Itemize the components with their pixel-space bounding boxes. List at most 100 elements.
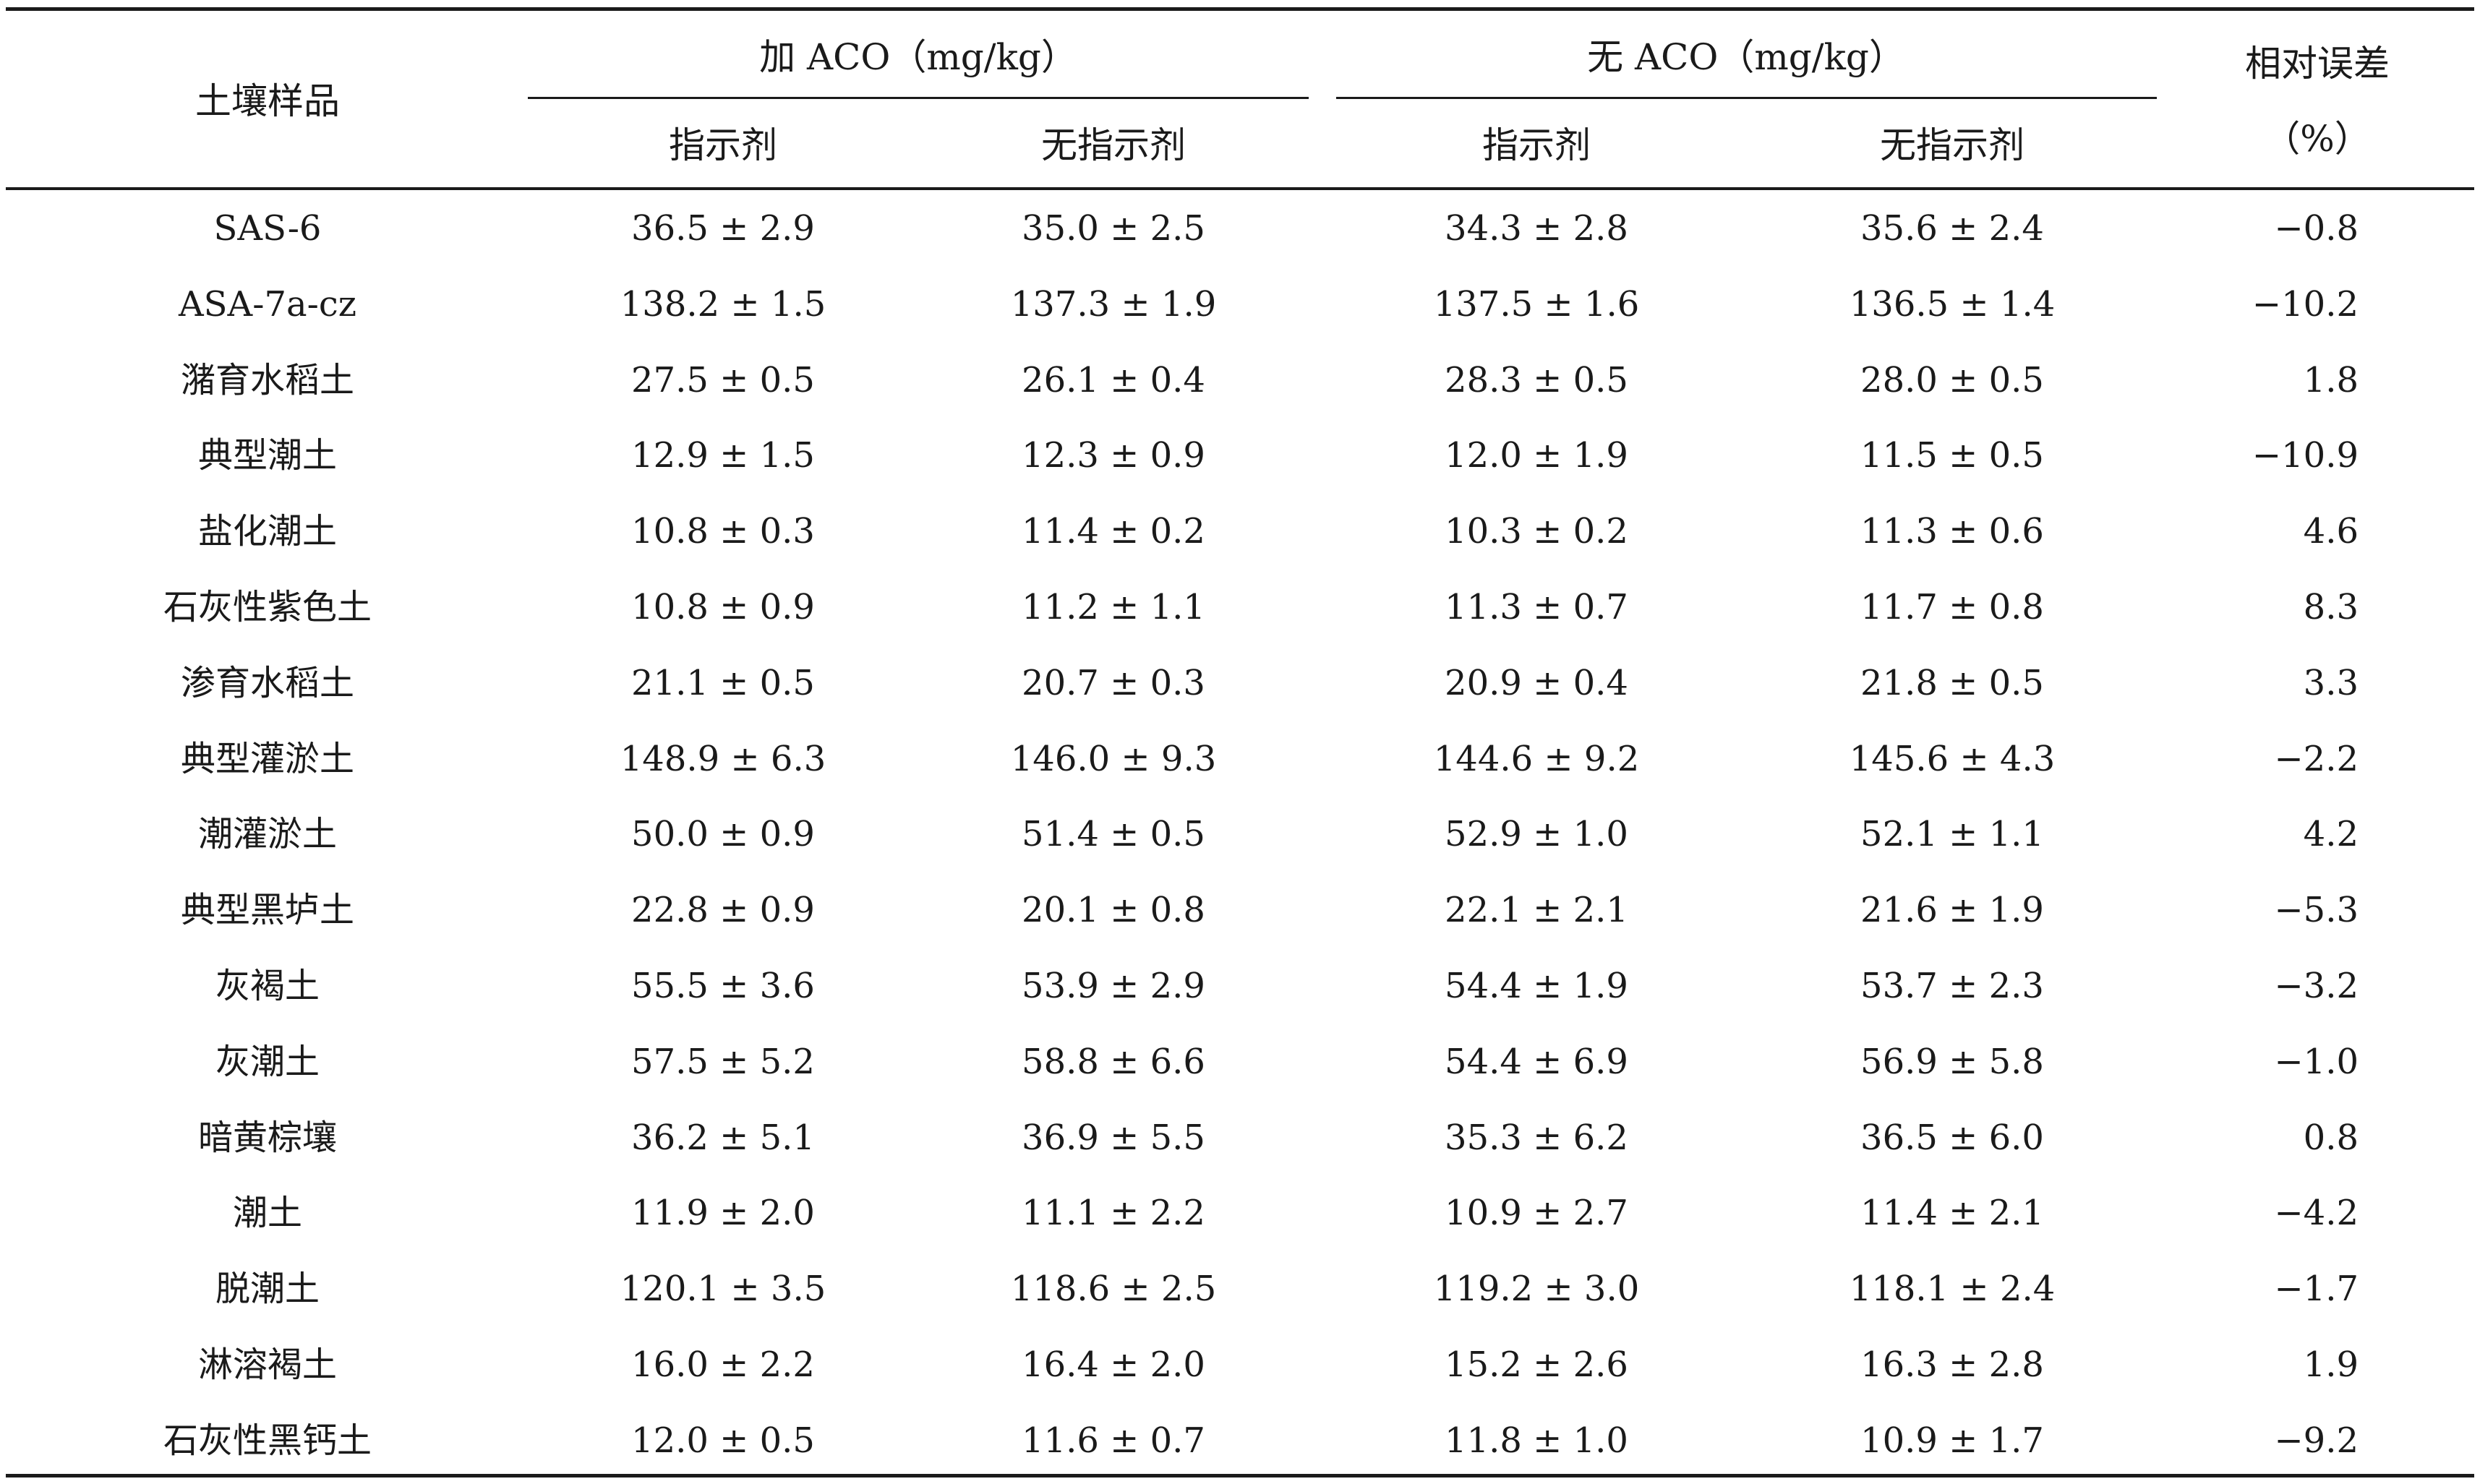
cell-without-aco-no-indicator: 145.6 ± 4.3 (1849, 739, 2056, 779)
cell-with-aco-no-indicator: 11.1 ± 2.2 (1022, 1193, 1205, 1233)
cell-with-aco-indicator: 27.5 ± 0.5 (631, 360, 815, 400)
cell-sample-name: 渗育水稻土 (180, 663, 355, 703)
cell-without-aco-indicator: 54.4 ± 6.9 (1445, 1042, 1628, 1082)
cell-with-aco-no-indicator: 53.9 ± 2.9 (1022, 966, 1205, 1006)
cell-with-aco-no-indicator: 11.4 ± 0.2 (1022, 511, 1205, 552)
cell-relative-error: 3.3 (2303, 663, 2359, 703)
header-relative-error: 相对误差 （%） (2245, 26, 2390, 176)
cell-without-aco-no-indicator: 35.6 ± 2.4 (1860, 208, 2044, 249)
cell-without-aco-no-indicator: 21.6 ± 1.9 (1860, 890, 2044, 930)
cell-without-aco-indicator: 12.0 ± 1.9 (1445, 435, 1628, 476)
cell-with-aco-indicator: 21.1 ± 0.5 (631, 663, 815, 703)
cell-with-aco-indicator: 138.2 ± 1.5 (620, 284, 826, 325)
cell-with-aco-indicator: 36.2 ± 5.1 (631, 1118, 815, 1158)
cell-without-aco-indicator: 34.3 ± 2.8 (1445, 208, 1628, 249)
cell-without-aco-no-indicator: 28.0 ± 0.5 (1860, 360, 2044, 400)
cell-sample-name: 石灰性紫色土 (163, 587, 372, 627)
cell-relative-error: 0.8 (2303, 1118, 2359, 1158)
cell-with-aco-indicator: 12.9 ± 1.5 (631, 435, 815, 476)
cell-without-aco-no-indicator: 136.5 ± 1.4 (1849, 284, 2056, 325)
cell-with-aco-indicator: 57.5 ± 5.2 (631, 1042, 815, 1082)
header-b-no-indicator: 无指示剂 (1880, 124, 2024, 166)
cell-with-aco-no-indicator: 11.2 ± 1.1 (1022, 587, 1205, 627)
cell-with-aco-indicator: 22.8 ± 0.9 (631, 890, 815, 930)
cell-sample-name: 石灰性黑钙土 (163, 1420, 372, 1461)
cell-without-aco-indicator: 11.3 ± 0.7 (1445, 587, 1628, 627)
cell-sample-name: 潮灌淤土 (197, 814, 338, 854)
cell-with-aco-no-indicator: 146.0 ± 9.3 (1010, 739, 1217, 779)
header-sample: 土壤样品 (195, 80, 340, 122)
cell-without-aco-indicator: 15.2 ± 2.6 (1445, 1344, 1628, 1385)
cell-without-aco-indicator: 144.6 ± 9.2 (1433, 739, 1640, 779)
cell-without-aco-indicator: 54.4 ± 1.9 (1445, 966, 1628, 1006)
cell-relative-error: 1.8 (2303, 360, 2359, 400)
cell-sample-name: ASA-7a-cz (179, 284, 356, 325)
cell-with-aco-indicator: 12.0 ± 0.5 (631, 1420, 815, 1461)
header-a-indicator: 指示剂 (669, 124, 777, 166)
cell-relative-error: −5.3 (2274, 890, 2359, 930)
cell-relative-error: −10.2 (2252, 284, 2359, 325)
group-rule-with-aco (528, 97, 1309, 99)
header-a-no-indicator: 无指示剂 (1041, 124, 1186, 166)
cell-relative-error: −10.9 (2252, 435, 2359, 476)
cell-with-aco-no-indicator: 11.6 ± 0.7 (1022, 1420, 1205, 1461)
table-top-rule (6, 7, 2474, 11)
cell-with-aco-no-indicator: 51.4 ± 0.5 (1022, 814, 1205, 854)
header-b-indicator: 指示剂 (1482, 124, 1591, 166)
cell-without-aco-indicator: 20.9 ± 0.4 (1445, 663, 1628, 703)
table-bottom-rule (6, 1474, 2474, 1477)
cell-without-aco-indicator: 28.3 ± 0.5 (1445, 360, 1628, 400)
cell-without-aco-no-indicator: 118.1 ± 2.4 (1849, 1269, 2056, 1309)
cell-relative-error: −4.2 (2274, 1193, 2359, 1233)
cell-sample-name: 灰潮土 (215, 1042, 320, 1082)
cell-without-aco-indicator: 137.5 ± 1.6 (1433, 284, 1640, 325)
cell-without-aco-no-indicator: 56.9 ± 5.8 (1860, 1042, 2044, 1082)
cell-sample-name: 暗黄棕壤 (197, 1118, 338, 1158)
cell-relative-error: −3.2 (2274, 966, 2359, 1006)
cell-relative-error: −1.0 (2274, 1042, 2359, 1082)
cell-with-aco-indicator: 55.5 ± 3.6 (631, 966, 815, 1006)
cell-sample-name: 脱潮土 (215, 1269, 320, 1309)
cell-without-aco-no-indicator: 36.5 ± 6.0 (1860, 1118, 2044, 1158)
cell-sample-name: 典型灌淤土 (180, 739, 355, 779)
cell-with-aco-indicator: 148.9 ± 6.3 (620, 739, 826, 779)
cell-sample-name: 淋溶褐土 (197, 1344, 338, 1385)
header-relative-error-line1: 相对误差 (2245, 43, 2390, 85)
cell-sample-name: SAS-6 (213, 208, 322, 249)
header-group-without-aco: 无 ACO（mg/kg） (1587, 36, 1905, 78)
cell-sample-name: 潴育水稻土 (180, 360, 355, 400)
cell-relative-error: −2.2 (2274, 739, 2359, 779)
cell-with-aco-no-indicator: 16.4 ± 2.0 (1022, 1344, 1205, 1385)
cell-without-aco-no-indicator: 11.7 ± 0.8 (1860, 587, 2044, 627)
cell-without-aco-no-indicator: 16.3 ± 2.8 (1860, 1344, 2044, 1385)
cell-with-aco-no-indicator: 36.9 ± 5.5 (1022, 1118, 1205, 1158)
cell-relative-error: −0.8 (2274, 208, 2359, 249)
cell-relative-error: 4.6 (2303, 511, 2359, 552)
header-relative-error-line2: （%） (2264, 118, 2371, 160)
cell-without-aco-no-indicator: 11.4 ± 2.1 (1860, 1193, 2044, 1233)
cell-with-aco-no-indicator: 20.7 ± 0.3 (1022, 663, 1205, 703)
cell-relative-error: 8.3 (2303, 587, 2359, 627)
cell-without-aco-indicator: 35.3 ± 6.2 (1445, 1118, 1628, 1158)
cell-with-aco-indicator: 11.9 ± 2.0 (631, 1193, 815, 1233)
cell-sample-name: 潮土 (232, 1193, 303, 1233)
cell-sample-name: 灰褐土 (215, 966, 320, 1006)
cell-without-aco-no-indicator: 10.9 ± 1.7 (1860, 1420, 2044, 1461)
cell-with-aco-no-indicator: 35.0 ± 2.5 (1022, 208, 1205, 249)
cell-relative-error: 4.2 (2303, 814, 2359, 854)
cell-relative-error: −9.2 (2274, 1420, 2359, 1461)
cell-with-aco-no-indicator: 118.6 ± 2.5 (1010, 1269, 1217, 1309)
cell-with-aco-no-indicator: 12.3 ± 0.9 (1022, 435, 1205, 476)
cell-sample-name: 典型潮土 (197, 435, 338, 476)
cell-without-aco-no-indicator: 11.3 ± 0.6 (1860, 511, 2044, 552)
cell-sample-name: 盐化潮土 (197, 511, 338, 552)
cell-without-aco-no-indicator: 52.1 ± 1.1 (1860, 814, 2044, 854)
cell-with-aco-indicator: 10.8 ± 0.9 (631, 587, 815, 627)
cell-without-aco-indicator: 52.9 ± 1.0 (1445, 814, 1628, 854)
cell-with-aco-indicator: 10.8 ± 0.3 (631, 511, 815, 552)
cell-without-aco-indicator: 10.9 ± 2.7 (1445, 1193, 1628, 1233)
cell-relative-error: 1.9 (2303, 1344, 2359, 1385)
cell-without-aco-no-indicator: 11.5 ± 0.5 (1860, 435, 2044, 476)
cell-with-aco-indicator: 36.5 ± 2.9 (631, 208, 815, 249)
